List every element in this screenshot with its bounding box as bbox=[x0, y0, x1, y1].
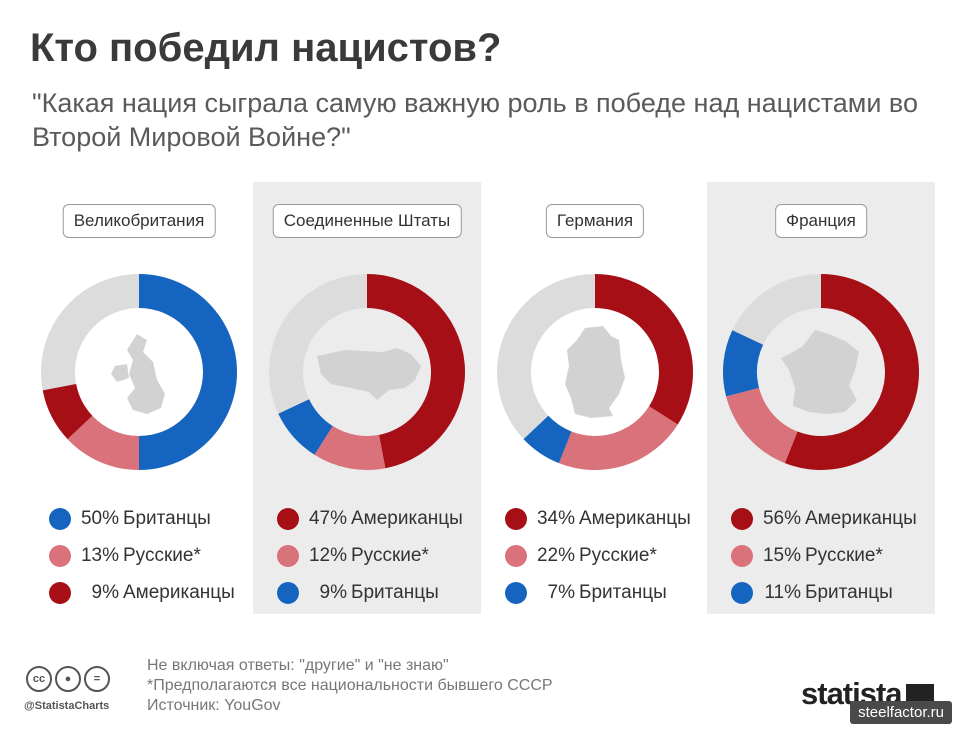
donut-slice bbox=[558, 406, 678, 470]
legend-dot-icon bbox=[49, 507, 71, 530]
watermark: steelfactor.ru bbox=[850, 701, 952, 724]
footer-notes: Не включая ответы: "другие" и "не знаю" … bbox=[147, 656, 553, 716]
donut-slice bbox=[784, 274, 919, 470]
country-map-icon bbox=[565, 326, 625, 418]
legend: 56% Американцы 15% Русские* 11% Британцы bbox=[715, 500, 935, 611]
legend-group: Американцы bbox=[351, 507, 463, 529]
donut-slice bbox=[42, 383, 93, 440]
legend-item: 9% Американцы bbox=[33, 574, 253, 611]
legend-group: Американцы bbox=[579, 507, 691, 529]
legend-percent: 56% bbox=[762, 507, 801, 529]
chart-title: Кто победил нацистов? bbox=[30, 26, 502, 70]
legend-percent: 11% bbox=[764, 581, 801, 603]
country-label: Германия bbox=[545, 204, 645, 238]
legend-group: Американцы bbox=[805, 507, 917, 529]
legend-group: Британцы bbox=[805, 581, 893, 603]
note-exclusions: Не включая ответы: "другие" и "не знаю" bbox=[147, 657, 449, 674]
note-ussr: *Предполагаются все национальности бывше… bbox=[147, 677, 553, 694]
legend: 34% Американцы 22% Русские* 7% Британцы bbox=[489, 500, 709, 611]
license-icons: cc ● = bbox=[26, 666, 110, 692]
country-map-icon bbox=[781, 330, 859, 414]
legend-item: 13% Русские* bbox=[33, 537, 253, 574]
legend-percent: 13% bbox=[80, 544, 119, 566]
legend-item: 56% Американцы bbox=[715, 500, 935, 537]
donut-chart bbox=[497, 274, 693, 470]
legend-percent: 9% bbox=[319, 581, 347, 603]
country-map-icon bbox=[111, 334, 165, 414]
legend-percent: 7% bbox=[547, 581, 575, 603]
donut-chart bbox=[269, 274, 465, 470]
legend-percent: 50% bbox=[80, 507, 119, 529]
legend-item: 22% Русские* bbox=[489, 537, 709, 574]
legend-dot-icon bbox=[731, 544, 753, 567]
legend-dot-icon bbox=[505, 544, 527, 567]
country-panel: Франция 56% Американцы 15% Русские* 11% Британ… bbox=[707, 182, 935, 614]
donut-slice bbox=[367, 274, 465, 469]
donut-slice bbox=[139, 274, 237, 470]
legend-item: 7% Британцы bbox=[489, 574, 709, 611]
legend-dot-icon bbox=[731, 581, 753, 604]
legend-group: Британцы bbox=[579, 581, 667, 603]
country-label: Великобритания bbox=[62, 204, 216, 238]
donut-slice bbox=[314, 426, 386, 470]
statista-handle: @StatistaCharts bbox=[24, 700, 110, 712]
country-label: Франция bbox=[775, 204, 867, 238]
legend-percent: 12% bbox=[308, 544, 347, 566]
legend-dot-icon bbox=[505, 581, 527, 604]
legend-item: 9% Британцы bbox=[261, 574, 481, 611]
legend-percent: 47% bbox=[308, 507, 347, 529]
legend-dot-icon bbox=[49, 581, 71, 604]
donut-slice bbox=[523, 415, 572, 464]
cc-icon: cc bbox=[26, 666, 52, 692]
legend: 50% Британцы 13% Русские* 9% Американцы bbox=[33, 500, 253, 611]
donut-slice bbox=[278, 399, 333, 455]
legend-percent: 34% bbox=[536, 507, 575, 529]
legend-dot-icon bbox=[49, 544, 71, 567]
legend-dot-icon bbox=[277, 544, 299, 567]
legend-group: Русские* bbox=[351, 544, 429, 566]
no-derivatives-icon: = bbox=[84, 666, 110, 692]
chart-subtitle: "Какая нация сыграла самую важную роль в… bbox=[32, 88, 918, 152]
legend-dot-icon bbox=[731, 507, 753, 530]
country-panel: Соединенные Штаты 47% Американцы 12% Русские… bbox=[253, 182, 481, 614]
legend-percent: 9% bbox=[91, 581, 119, 603]
legend-group: Русские* bbox=[123, 544, 201, 566]
legend-item: 11% Британцы bbox=[715, 574, 935, 611]
legend-dot-icon bbox=[277, 507, 299, 530]
donut-slice bbox=[723, 330, 764, 397]
country-panel: Великобритания 50% Британцы 13% Русские* 9% Ам… bbox=[25, 182, 253, 614]
legend-item: 12% Русские* bbox=[261, 537, 481, 574]
legend-group: Британцы bbox=[123, 507, 211, 529]
donut-slice bbox=[726, 387, 798, 464]
donut-slice bbox=[67, 415, 139, 470]
note-source: Источник: YouGov bbox=[147, 697, 281, 714]
legend-percent: 22% bbox=[536, 544, 575, 566]
legend-dot-icon bbox=[277, 581, 299, 604]
legend-item: 15% Русские* bbox=[715, 537, 935, 574]
country-map-icon bbox=[317, 348, 421, 400]
legend-group: Русские* bbox=[805, 544, 883, 566]
legend-group: Русские* bbox=[579, 544, 657, 566]
donut-chart bbox=[723, 274, 919, 470]
legend: 47% Американцы 12% Русские* 9% Британцы bbox=[261, 500, 481, 611]
country-panel: Германия 34% Американцы 22% Русские* 7% Британ… bbox=[481, 182, 709, 614]
attribution-icon: ● bbox=[55, 666, 81, 692]
donut-slice bbox=[595, 274, 693, 425]
legend-group: Британцы bbox=[351, 581, 439, 603]
legend-item: 34% Американцы bbox=[489, 500, 709, 537]
legend-dot-icon bbox=[505, 507, 527, 530]
legend-percent: 15% bbox=[762, 544, 801, 566]
country-label: Соединенные Штаты bbox=[272, 204, 462, 238]
donut-chart bbox=[41, 274, 237, 470]
legend-group: Американцы bbox=[123, 581, 235, 603]
legend-item: 50% Британцы bbox=[33, 500, 253, 537]
legend-item: 47% Американцы bbox=[261, 500, 481, 537]
